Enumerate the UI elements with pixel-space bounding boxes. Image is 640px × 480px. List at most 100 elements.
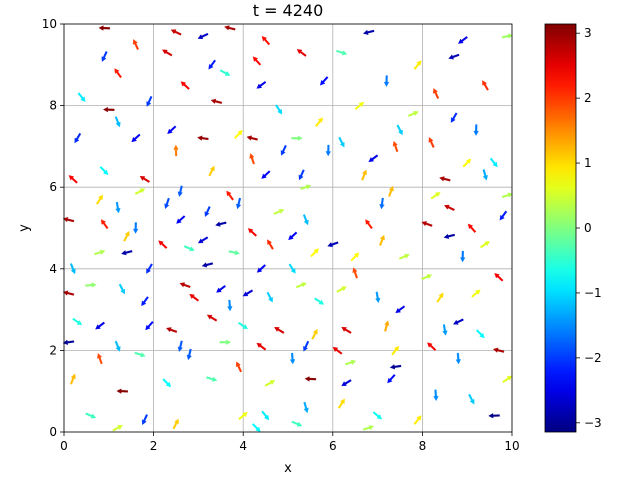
arrow-glyph xyxy=(216,284,226,293)
arrow-glyph xyxy=(114,68,122,79)
y-tick-label: 10 xyxy=(42,17,57,31)
arrow-glyph xyxy=(482,169,488,181)
arrow-glyph xyxy=(141,414,148,426)
colorbar-tick-label: 0 xyxy=(584,221,592,235)
arrow-glyph xyxy=(475,329,485,339)
arrow-glyph xyxy=(489,157,498,168)
arrow-glyph xyxy=(264,380,276,387)
arrow-glyph xyxy=(176,215,186,224)
arrow-glyph xyxy=(398,253,410,260)
arrow-glyph xyxy=(134,188,146,195)
arrow-glyph xyxy=(336,286,347,293)
arrow-glyph xyxy=(173,144,179,157)
arrow-glyph xyxy=(442,324,448,336)
arrow-glyph xyxy=(256,80,267,89)
arrow-glyph xyxy=(183,245,195,252)
arrow-glyph xyxy=(118,283,125,295)
arrow-glyph xyxy=(215,221,227,227)
arrow-glyph xyxy=(177,185,183,197)
arrow-glyph xyxy=(332,346,343,355)
arrow-glyph xyxy=(392,140,399,153)
arrow-glyph xyxy=(62,339,75,345)
arrow-glyph xyxy=(473,124,479,136)
arrow-glyph xyxy=(471,289,481,298)
arrow-glyph xyxy=(164,197,170,210)
arrow-glyph xyxy=(444,204,455,211)
arrow-glyph xyxy=(375,291,381,304)
arrow-glyph xyxy=(354,101,365,111)
arrow-glyph xyxy=(289,352,296,365)
arrow-glyph xyxy=(362,29,375,35)
arrow-glyph xyxy=(350,252,360,262)
x-tick-label: 6 xyxy=(329,439,337,453)
arrow-glyph xyxy=(162,49,173,57)
arrow-glyph xyxy=(170,29,182,36)
arrow-glyph xyxy=(310,248,319,258)
arrow-glyph xyxy=(362,425,375,431)
arrow-glyph xyxy=(267,239,274,250)
arrow-glyph xyxy=(180,81,190,90)
arrow-glyph xyxy=(372,411,383,420)
arrow-glyph xyxy=(72,317,83,326)
arrow-glyph xyxy=(391,345,400,356)
arrow-glyph xyxy=(368,154,379,163)
arrow-glyph xyxy=(384,320,390,332)
arrow-glyph xyxy=(311,328,318,340)
arrow-glyph xyxy=(436,292,444,303)
arrow-glyph xyxy=(85,282,97,288)
arrow-glyph xyxy=(227,299,233,312)
arrow-glyph xyxy=(365,219,373,230)
arrow-glyph xyxy=(407,110,419,117)
arrow-glyph xyxy=(101,51,108,62)
x-tick-label: 8 xyxy=(419,439,427,453)
arrow-glyph xyxy=(131,133,141,143)
arrow-glyph xyxy=(77,92,86,102)
colorbar-tick-label: −1 xyxy=(584,286,602,300)
arrow-glyph xyxy=(501,33,514,39)
arrow-glyph xyxy=(100,219,109,230)
arrow-glyph xyxy=(238,411,248,421)
arrow-glyph xyxy=(439,176,451,182)
arrow-glyph xyxy=(288,231,298,241)
arrow-field xyxy=(62,25,514,433)
arrow-glyph xyxy=(352,267,359,279)
arrow-glyph xyxy=(300,184,312,190)
arrow-glyph xyxy=(114,340,121,352)
arrow-glyph xyxy=(325,144,331,157)
arrow-glyph xyxy=(338,136,345,148)
arrow-glyph xyxy=(458,36,468,44)
arrow-glyph xyxy=(450,112,458,123)
arrow-glyph xyxy=(452,318,464,325)
arrow-glyph xyxy=(275,104,283,115)
arrow-glyph xyxy=(74,132,82,144)
y-tick-label: 0 xyxy=(49,425,57,439)
arrow-glyph xyxy=(482,80,489,91)
arrow-glyph xyxy=(68,175,78,184)
arrow-glyph xyxy=(479,241,490,249)
arrow-glyph xyxy=(166,327,178,333)
arrow-glyph xyxy=(341,326,352,334)
arrow-glyph xyxy=(85,412,97,419)
x-tick-label: 0 xyxy=(60,439,68,453)
arrow-glyph xyxy=(237,321,249,330)
arrow-glyph xyxy=(172,418,179,430)
arrow-glyph xyxy=(246,135,258,141)
x-axis-label: x xyxy=(284,461,292,476)
arrow-glyph xyxy=(228,250,240,256)
arrow-glyph xyxy=(502,375,513,384)
arrow-glyph xyxy=(219,339,232,345)
arrow-glyph xyxy=(433,88,440,99)
arrow-glyph xyxy=(146,263,153,274)
arrow-glyph xyxy=(98,25,111,31)
arrow-glyph xyxy=(266,291,273,303)
arrow-glyph xyxy=(62,290,75,296)
arrow-glyph xyxy=(298,169,305,181)
arrow-glyph xyxy=(197,236,209,244)
colorbar-tick-label: −3 xyxy=(584,416,602,430)
arrow-glyph xyxy=(291,135,303,141)
colorbar-ticks: −3 −2 −1 0 1 2 3 xyxy=(576,26,602,430)
arrow-glyph xyxy=(430,192,441,200)
arrow-glyph xyxy=(421,274,433,281)
arrow-glyph xyxy=(413,60,422,70)
